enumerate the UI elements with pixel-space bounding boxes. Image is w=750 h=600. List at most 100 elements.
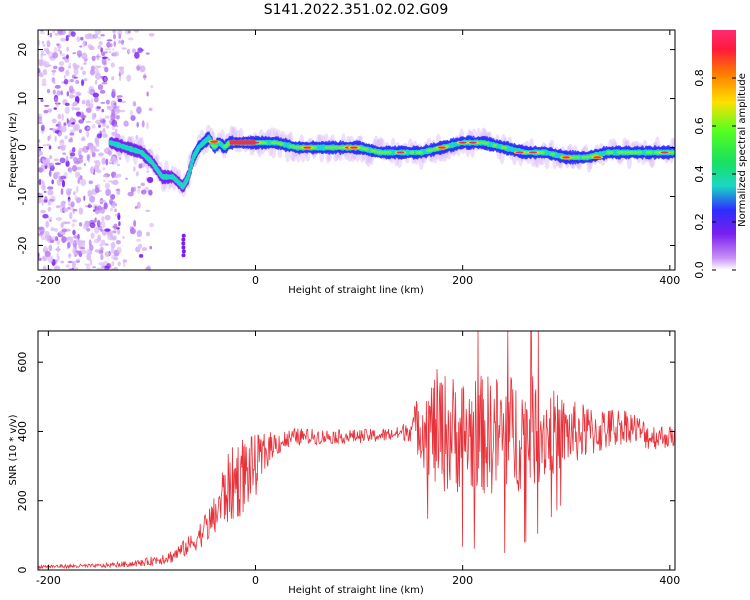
spectrum-speck [65, 34, 69, 42]
spectrum-speck [127, 48, 130, 53]
spectrum-speck [65, 69, 70, 77]
snr-panel: -200 0 200 400 0 200 400 600 Height of straigh… [8, 330, 680, 596]
spectrum-speck [54, 97, 58, 102]
spectrum-speck [71, 223, 75, 228]
x-tick-label: -200 [36, 574, 61, 587]
spectrum-speck [78, 207, 84, 215]
snr-y-ticks: 0 200 400 600 [16, 352, 675, 574]
spectrum-speck [101, 108, 105, 113]
spectrum-speck [56, 179, 62, 187]
y-tick-label: 0 [16, 144, 29, 151]
spectrum-speck [69, 212, 73, 220]
spectrum-speck [52, 65, 58, 70]
spectrum-speck [60, 37, 66, 42]
spectrum-speck [99, 243, 103, 247]
spectrum-speck [38, 232, 43, 237]
spectrum-speck [101, 215, 105, 222]
spectrum-speck [107, 58, 111, 61]
spectrum-speck [115, 239, 121, 245]
spectrum-speck [72, 247, 76, 254]
spectrum-peak [382, 151, 388, 154]
snr-series-line [38, 331, 675, 570]
spectrum-speck [136, 201, 141, 209]
spectrum-haze [275, 129, 281, 138]
spectrum-speck [91, 112, 96, 121]
spectrum-hot-segment [229, 140, 256, 145]
spectrum-speck [73, 160, 81, 165]
spectrum-speck [89, 146, 96, 151]
spectrum-speck [117, 30, 123, 36]
spectrum-speck [82, 145, 89, 153]
spectrum-speck [92, 92, 99, 98]
spectrum-speck [113, 256, 119, 261]
spectrum-speck [87, 44, 93, 49]
spectrum-speck [38, 196, 42, 204]
spectrum-speck [101, 56, 108, 60]
spectrum-speck [59, 157, 66, 164]
spectrum-speck [58, 61, 65, 66]
spectrum-speck [146, 121, 149, 130]
x-tick-label: 200 [452, 274, 473, 287]
spectrum-speck [66, 193, 71, 197]
spectrum-speck [141, 247, 148, 251]
spectrum-peak [386, 151, 392, 154]
spectrum-speck [100, 221, 103, 225]
spectrum-speck [70, 95, 77, 98]
spectrum-speck [86, 127, 90, 130]
spectrum-speck [111, 261, 115, 267]
spectrum-speck [67, 236, 74, 241]
spectrum-speck [105, 125, 110, 129]
spectrum-speck [110, 193, 116, 200]
spectrum-speck [74, 107, 81, 111]
spectrum-speck [43, 109, 49, 114]
spectrum-speck [53, 46, 58, 54]
spectrum-speck [97, 84, 104, 91]
spectrum-speck [115, 114, 120, 120]
spectrum-speck [131, 48, 137, 54]
spectrum-speck [76, 185, 79, 193]
spectrum-speck [57, 113, 62, 120]
spectrum-core [188, 167, 193, 173]
spectrum-speck [98, 124, 101, 128]
spectrum-speck [48, 244, 53, 252]
spectrum-speck [49, 198, 55, 202]
spectrum-speck [112, 157, 119, 165]
spectrum-speck [129, 109, 133, 117]
y-tick-label: 20 [16, 43, 29, 57]
spectrum-speck [55, 205, 61, 209]
spectrum-speck [142, 75, 147, 79]
spectrum-speck [128, 136, 132, 144]
spectrum-speck [47, 108, 53, 113]
spectrum-speck [55, 101, 59, 108]
spectrum-speck [73, 235, 78, 239]
spectrum-speck [146, 265, 152, 270]
spectrum-speck [95, 55, 102, 58]
spectrum-speck [56, 238, 60, 246]
spectrum-speck [137, 47, 143, 54]
spectrum-speck [44, 230, 50, 238]
spectrum-speck [82, 40, 87, 47]
spectrum-speck [137, 185, 141, 189]
spectrum-speck [79, 45, 83, 48]
spectrum-speck [54, 84, 61, 89]
spectrum-speck [114, 208, 117, 213]
colorbar-tick-label: 0.0 [693, 261, 706, 279]
spectrum-speck [67, 260, 74, 264]
spectrum-speck [69, 137, 73, 141]
spectrum-speck [96, 106, 102, 109]
spectrum-speck [112, 267, 116, 270]
spectrum-speck [54, 162, 62, 165]
spectrum-hot-spot [515, 151, 524, 154]
spectrum-speck [38, 60, 44, 67]
spectrum-speck [115, 128, 118, 134]
spectrum-speck [46, 143, 51, 147]
spectrum-haze [378, 136, 384, 149]
spectrum-speck [112, 48, 115, 51]
spectrum-haze [549, 139, 555, 150]
spectrum-speck [78, 93, 82, 96]
spectrum-speck [83, 195, 86, 201]
spectrum-speck [63, 122, 67, 126]
spectrum-speck [104, 76, 107, 82]
spectrum-speck [59, 139, 64, 144]
spectrum-speck [65, 264, 70, 268]
